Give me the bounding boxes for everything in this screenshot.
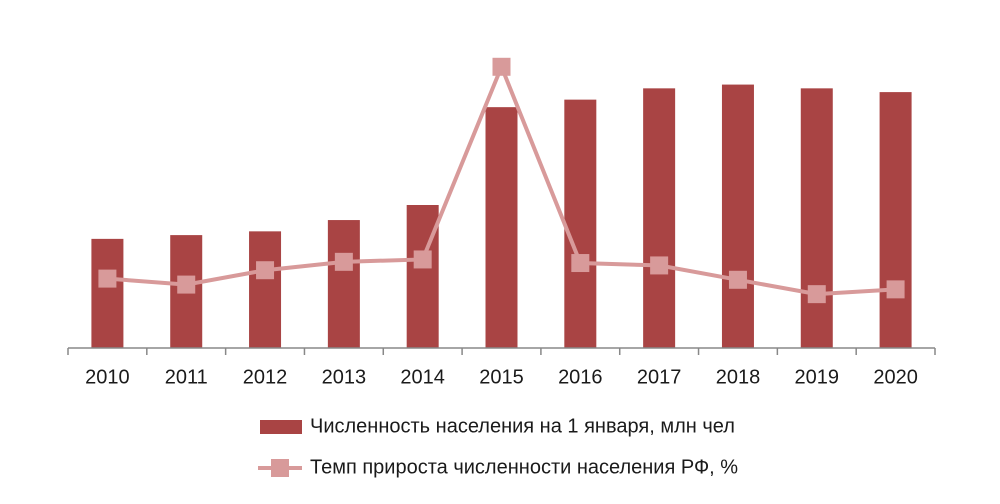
marker [413, 250, 432, 269]
bar [249, 231, 282, 348]
bar [879, 92, 912, 349]
x-tick-label: 2019 [795, 366, 840, 388]
bar [327, 220, 360, 348]
legend-label: Численность населения на 1 января, млн ч… [310, 415, 735, 437]
marker [571, 254, 590, 273]
x-tick-label: 2020 [873, 366, 918, 388]
marker [177, 275, 196, 294]
x-tick-label: 2011 [165, 366, 208, 388]
legend-swatch [271, 459, 289, 477]
bar [406, 205, 439, 348]
marker [807, 285, 826, 304]
x-tick-label: 2018 [716, 366, 761, 388]
bar [564, 99, 597, 348]
marker [334, 252, 353, 271]
marker [650, 256, 669, 275]
legend-label: Темп прироста численности населения РФ, … [310, 456, 738, 478]
legend-swatch [260, 420, 302, 434]
marker [492, 57, 511, 76]
marker [886, 280, 905, 299]
bar [91, 238, 124, 348]
x-tick-label: 2012 [243, 366, 288, 388]
bar [800, 88, 833, 348]
marker [256, 261, 275, 280]
x-tick-label: 2010 [85, 366, 130, 388]
x-tick-label: 2014 [400, 366, 445, 388]
x-tick-label: 2017 [637, 366, 682, 388]
marker [98, 269, 117, 288]
x-tick-label: 2013 [322, 366, 367, 388]
bar [721, 84, 754, 348]
x-tick-label: 2016 [558, 366, 603, 388]
marker [728, 270, 747, 289]
bar [643, 88, 676, 348]
bar [485, 107, 518, 348]
x-tick-label: 2015 [479, 366, 524, 388]
